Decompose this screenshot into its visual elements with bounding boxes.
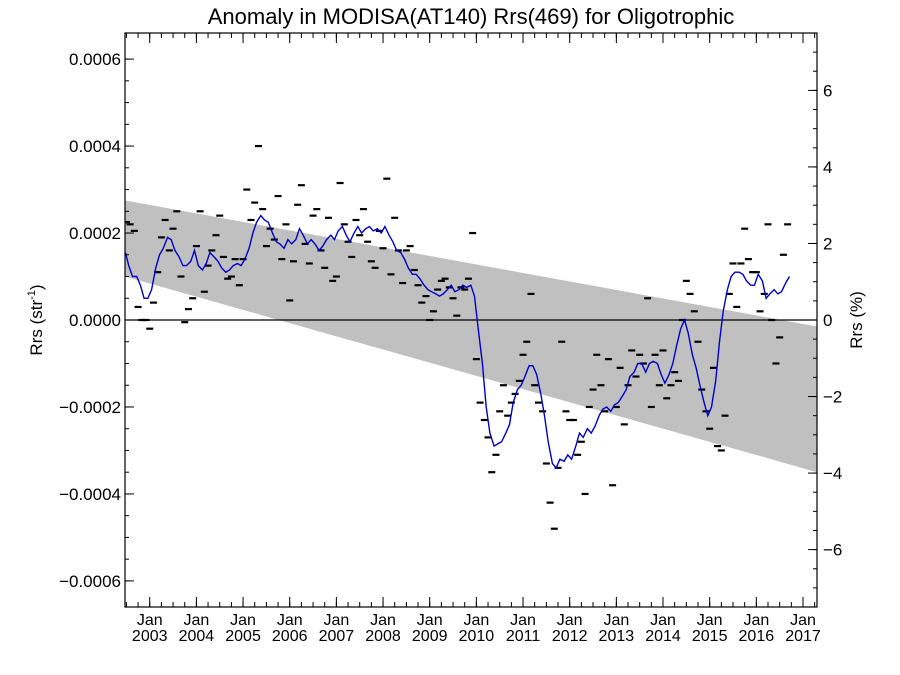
x-month-label: Jan: [790, 612, 816, 629]
x-month-label: Jan: [557, 612, 583, 629]
axes: 0.0006 0.0004 0.0002 0.0000 −0.0002 −0.0004 −0…: [59, 32, 842, 645]
y-tick-label: −0.0004: [59, 485, 121, 504]
y-tick-label: 0.0000: [69, 311, 121, 330]
y2-tick-label: −6: [823, 541, 842, 560]
x-month-label: Jan: [323, 612, 349, 629]
x-year-label: 2005: [225, 628, 261, 645]
x-month-label: Jan: [230, 612, 256, 629]
x-month-label: Jan: [743, 612, 769, 629]
x-year-label: 2010: [459, 628, 495, 645]
y-axis-label-right: Rrs (%): [847, 291, 866, 349]
chart-title: Anomaly in MODISA(AT140) Rrs(469) for Ol…: [208, 4, 735, 29]
plot-area: [125, 144, 817, 530]
x-year-label: 2003: [132, 628, 168, 645]
y2-tick-label: 0: [823, 311, 832, 330]
x-month-label: Jan: [183, 612, 209, 629]
x-year-label: 2009: [412, 628, 448, 645]
y-axis-label-left: Rrs (str-1): [26, 284, 46, 355]
x-month-label: Jan: [603, 612, 629, 629]
y-axis-label-left-close: ): [27, 284, 46, 290]
x-year-label: 2013: [599, 628, 635, 645]
y-tick-label: 0.0002: [69, 224, 121, 243]
x-year-label: 2008: [365, 628, 401, 645]
x-year-label: 2016: [739, 628, 775, 645]
series-line: [125, 214, 791, 470]
y2-tick-label: −4: [823, 464, 842, 483]
x-month-label: Jan: [510, 612, 536, 629]
x-year-label: 2015: [692, 628, 728, 645]
x-month-label: Jan: [370, 612, 396, 629]
y2-tick-label: 2: [823, 234, 832, 253]
x-month-label: Jan: [417, 612, 443, 629]
y-axis-label-left-sup: -1: [26, 290, 38, 300]
x-year-label: 2006: [272, 628, 308, 645]
y-tick-label: −0.0006: [59, 572, 121, 591]
x-year-label: 2017: [785, 628, 821, 645]
x-year-label: 2007: [319, 628, 355, 645]
x-month-label: Jan: [463, 612, 489, 629]
x-year-label: 2011: [506, 628, 541, 645]
x-month-label: Jan: [277, 612, 303, 629]
y2-tick-label: 6: [823, 81, 832, 100]
y2-tick-label: 4: [823, 158, 832, 177]
y-tick-label: 0.0006: [69, 50, 121, 69]
y2-tick-label: −2: [823, 388, 842, 407]
x-year-label: 2012: [552, 628, 588, 645]
x-month-label: Jan: [650, 612, 676, 629]
y-tick-label: 0.0004: [69, 137, 121, 156]
x-month-label: Jan: [697, 612, 723, 629]
trend-band: [125, 200, 817, 473]
x-year-label: 2014: [645, 628, 681, 645]
y-tick-label: −0.0002: [59, 398, 121, 417]
x-year-label: 2004: [179, 628, 215, 645]
x-month-label: Jan: [137, 612, 163, 629]
y-axis-label-left-text: Rrs (str: [27, 300, 46, 356]
